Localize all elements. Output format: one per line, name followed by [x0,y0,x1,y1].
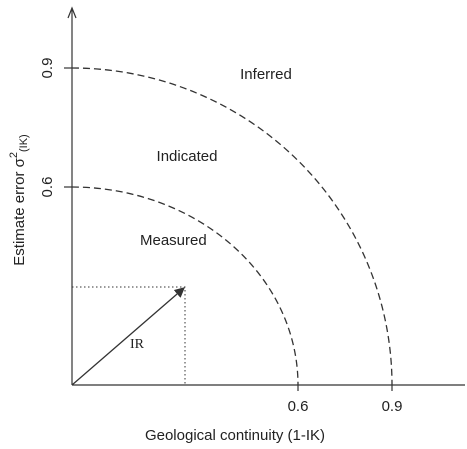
region-label: Measured [140,232,207,249]
x-tick-label: 0.6 [288,398,309,415]
y-tick-label: 0.9 [39,58,56,79]
y-axis-label: Estimate error σ2(IK) [8,134,30,265]
y-axis-label-sub: (IK) [18,134,30,152]
vector-label: IR [130,337,145,352]
region-label: Indicated [157,148,218,165]
indicated-boundary [71,67,393,386]
ir-vector [71,287,185,386]
y-axis-arrow [67,6,77,19]
y-axis-label-sup: 2 [8,152,20,158]
x-tick-label: 0.9 [382,398,403,415]
x-axis-label: Geological continuity (1-IK) [145,427,325,444]
y-tick-label: 0.6 [39,177,56,198]
region-label: Inferred [240,66,292,83]
measured-boundary [71,186,299,386]
y-axis-label-main: Estimate error σ [11,157,28,265]
projection-lines [72,286,186,385]
